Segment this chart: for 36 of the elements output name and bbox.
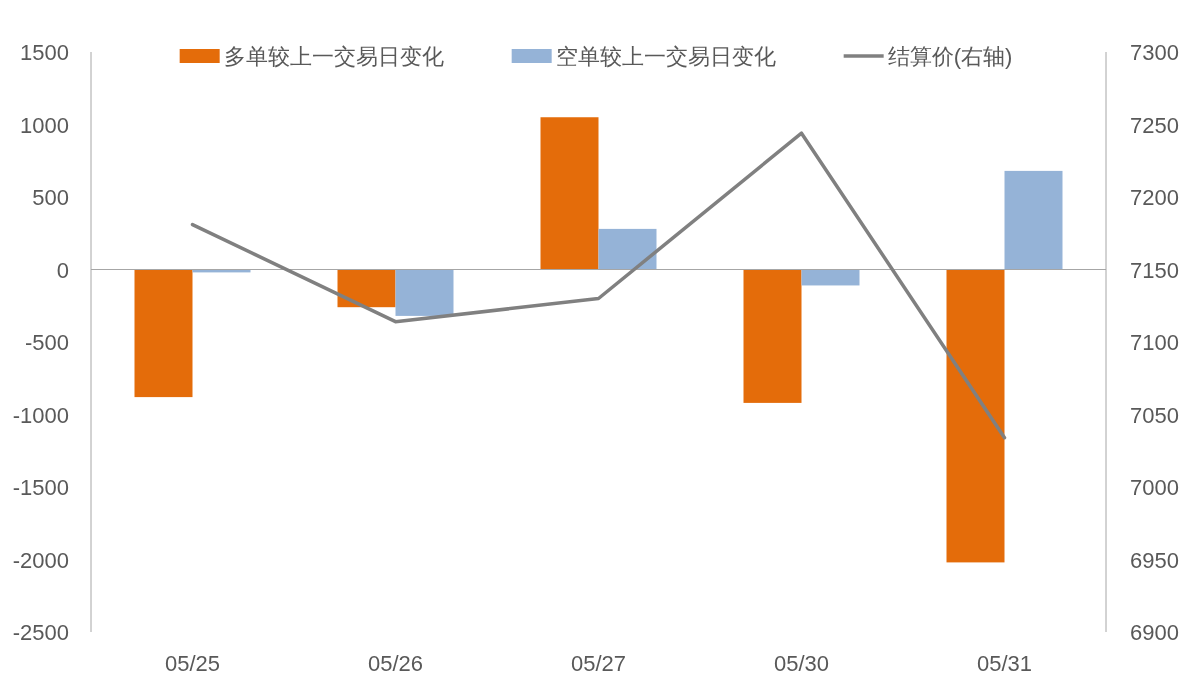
- legend-label: 空单较上一交易日变化: [555, 44, 776, 69]
- y-tick-label: 500: [32, 185, 69, 210]
- x-tick-label: 05/25: [164, 651, 221, 676]
- y-tick-label: 1500: [20, 40, 69, 65]
- y2-tick-label: 7300: [1130, 40, 1179, 65]
- line-series: [190, 131, 1007, 440]
- legend-label: 结算价(右轴): [887, 44, 1013, 69]
- bar: [134, 269, 193, 398]
- y2-tick-label: 6950: [1130, 547, 1179, 573]
- y2-tick-label: 7050: [1130, 402, 1179, 428]
- y2-tick-label: 7000: [1130, 475, 1179, 500]
- x-tick-label: 05/31: [976, 651, 1033, 676]
- bar: [395, 269, 454, 316]
- legend-label: 多单较上一交易日变化: [223, 44, 444, 69]
- y-tick-label: -2000: [12, 547, 69, 573]
- y-tick-label: -1500: [12, 475, 69, 500]
- bar: [743, 269, 802, 403]
- y-tick-label: -2500: [12, 620, 69, 645]
- y2-tick-label: 6900: [1130, 620, 1179, 645]
- bar: [337, 269, 396, 308]
- y2-tick-label: 7150: [1130, 257, 1179, 283]
- y-tick-label: -500: [24, 330, 69, 355]
- x-tick-label: 05/27: [570, 651, 627, 676]
- y2-tick-label: 7100: [1130, 330, 1179, 355]
- y2-tick-label: 7200: [1130, 185, 1179, 210]
- bar: [598, 228, 657, 270]
- y-tick-label: -1000: [12, 402, 69, 428]
- y-tick-label: 1000: [20, 112, 69, 138]
- x-tick-label: 05/26: [367, 651, 424, 676]
- y-tick-label: 0: [56, 257, 69, 283]
- bar: [946, 269, 1005, 563]
- x-tick-label: 05/30: [773, 651, 830, 676]
- bar: [801, 269, 860, 286]
- bar: [540, 117, 599, 270]
- bar: [1004, 170, 1063, 270]
- y2-tick-label: 7250: [1130, 112, 1179, 138]
